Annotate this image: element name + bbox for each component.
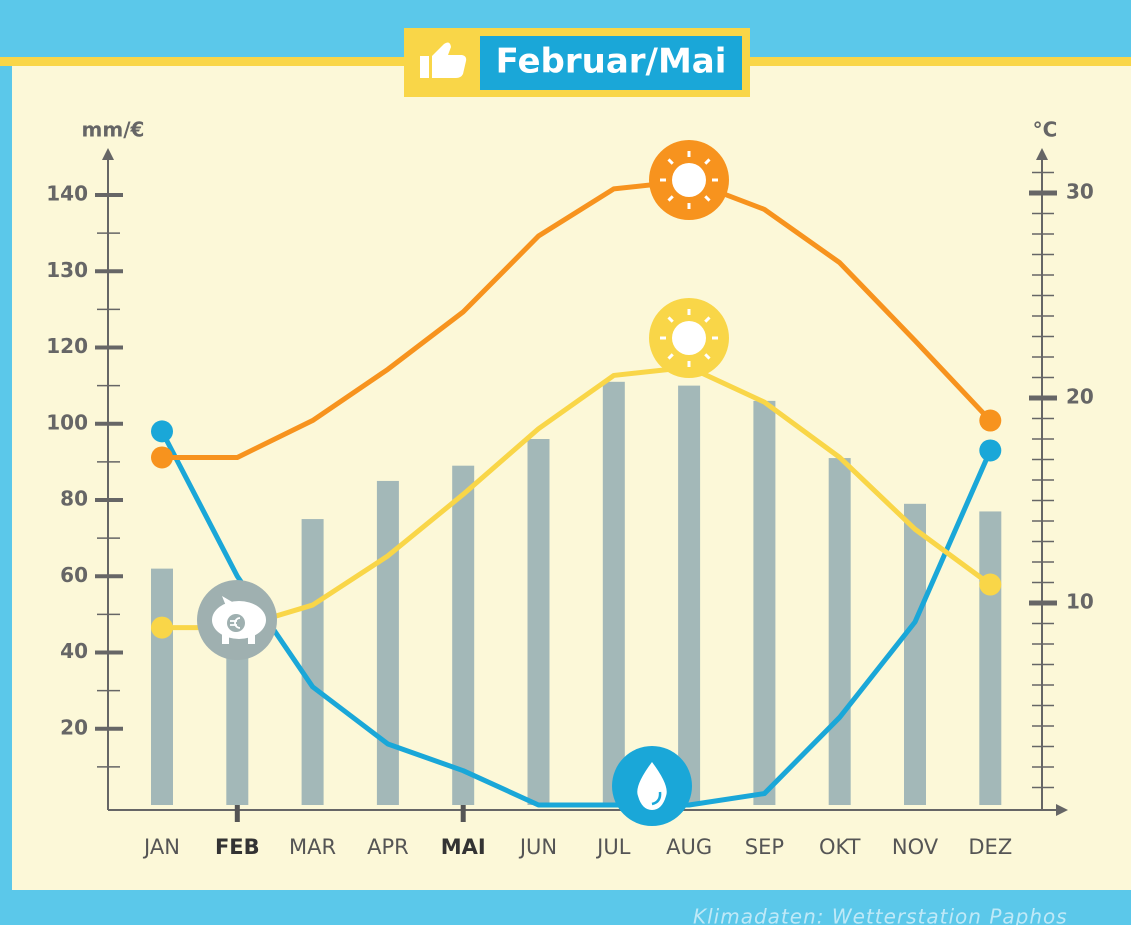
sun-ray xyxy=(704,353,711,360)
bar xyxy=(678,385,701,805)
x-tick-label: MAI xyxy=(441,835,486,859)
y2-axis-label: °C xyxy=(1033,118,1058,142)
x-tick-label: APR xyxy=(367,835,409,859)
bar xyxy=(828,458,851,805)
y-tick-label: 80 xyxy=(60,487,88,511)
x-tick-label: JUL xyxy=(595,835,631,859)
sun-core xyxy=(672,321,706,355)
y-tick-label: 60 xyxy=(60,563,88,587)
piggy-leg xyxy=(248,632,255,644)
x-tick-label: AUG xyxy=(666,835,712,859)
line xyxy=(159,430,993,808)
x-tick-label: NOV xyxy=(892,835,939,859)
bar xyxy=(301,519,324,805)
y-axis-label: mm/€ xyxy=(82,118,145,142)
y-tick-label: 120 xyxy=(46,334,88,358)
y-tick-label: 100 xyxy=(46,410,88,434)
drop-icon xyxy=(612,746,692,826)
end-dot xyxy=(151,446,173,469)
bar xyxy=(904,503,926,805)
x-tick-label: MAR xyxy=(289,835,336,859)
y-tick-label: 40 xyxy=(60,639,88,663)
drop-shine xyxy=(651,791,662,806)
y2-tick-label: 10 xyxy=(1066,590,1094,614)
sun-ray xyxy=(667,195,674,202)
end-dot xyxy=(979,573,1002,596)
sun-ray xyxy=(704,195,711,202)
y2-tick-label: 20 xyxy=(1066,385,1094,409)
end-dot xyxy=(151,616,173,639)
y-tick-label: 130 xyxy=(46,258,88,282)
source-note: Klimadaten: Wetterstation Paphos xyxy=(693,905,1068,925)
end-dot xyxy=(151,420,173,443)
thumb-icon xyxy=(420,42,467,78)
x-tick-label: DEZ xyxy=(968,835,1012,859)
bar xyxy=(452,465,475,805)
bar xyxy=(376,480,399,805)
y-tick-label: 20 xyxy=(60,715,88,739)
sun-icon xyxy=(649,298,729,378)
chart-title: Februar/Mai xyxy=(496,42,727,82)
x-tick-label: OKT xyxy=(819,835,861,859)
x-tick-label: JUN xyxy=(518,835,557,859)
piggy-euro xyxy=(227,614,245,632)
x-tick-label: FEB xyxy=(215,835,260,859)
sun-icon xyxy=(649,140,729,220)
y-tick-label: 140 xyxy=(46,182,88,206)
x-tick-label: SEP xyxy=(745,835,784,859)
bar xyxy=(979,511,1002,805)
line xyxy=(162,178,993,460)
bar xyxy=(151,568,173,805)
sun-core xyxy=(672,163,706,197)
x-tick-label: JAN xyxy=(142,835,180,859)
end-dot xyxy=(979,409,1002,432)
panel xyxy=(12,66,1131,890)
piggy-ear xyxy=(222,596,234,606)
y2-tick-label: 30 xyxy=(1066,180,1094,204)
sun-ray xyxy=(704,316,711,323)
title-box xyxy=(480,36,742,90)
sun-ray xyxy=(667,158,674,165)
piggy-leg xyxy=(222,632,229,644)
sun-ray xyxy=(667,316,674,323)
sun-ray xyxy=(667,353,674,360)
bar xyxy=(753,400,776,805)
line xyxy=(162,364,992,631)
bar xyxy=(527,439,550,805)
bar xyxy=(602,381,625,805)
end-dot xyxy=(979,439,1002,462)
sun-ray xyxy=(704,158,711,165)
piggy-icon xyxy=(197,580,277,660)
axes xyxy=(102,148,1068,816)
piggy-euro-sign xyxy=(230,617,241,629)
